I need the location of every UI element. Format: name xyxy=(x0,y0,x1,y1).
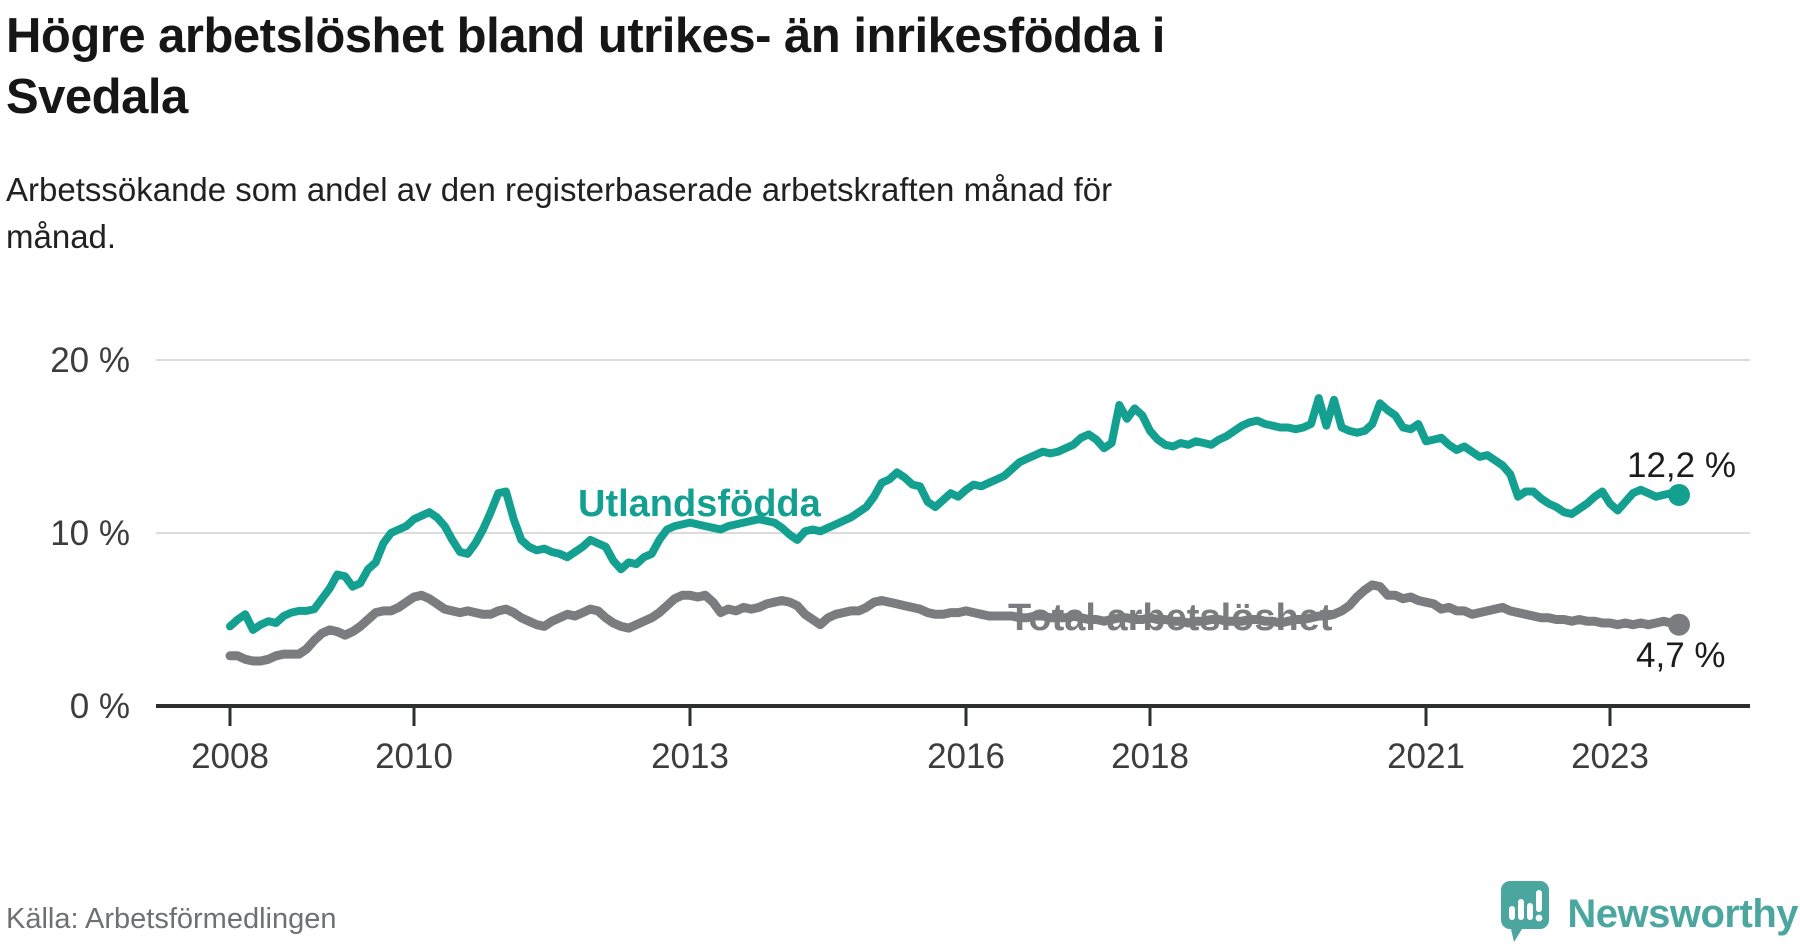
page-title: Högre arbetslöshet bland utrikes- än inr… xyxy=(6,6,1566,128)
chart-subtitle: Arbetssökande som andel av den registerb… xyxy=(6,166,1506,260)
title-line-1: Högre arbetslöshet bland utrikes- än inr… xyxy=(6,9,1165,63)
subtitle-line-2: månad. xyxy=(6,218,117,255)
x-tick-label-2021: 2021 xyxy=(1387,737,1465,776)
x-tick-label-2016: 2016 xyxy=(927,737,1005,776)
x-tick-label-2013: 2013 xyxy=(651,737,729,776)
bar-chart-glyph xyxy=(1509,890,1543,922)
x-tick-label-2008: 2008 xyxy=(191,737,269,776)
series-line-total xyxy=(225,580,1684,666)
series-line-utlandsfodda xyxy=(226,394,1683,634)
x-tick-label-2023: 2023 xyxy=(1571,737,1649,776)
series-label-total-arbetsloshet: Total arbetslöshet xyxy=(1008,597,1333,639)
brand-name: Newsworthy xyxy=(1567,891,1798,936)
subtitle-line-1: Arbetssökande som andel av den registerb… xyxy=(6,171,1113,208)
end-value-utlandsfodda: 12,2 % xyxy=(1627,446,1736,485)
x-tick-label-2018: 2018 xyxy=(1111,737,1189,776)
y-tick-label-20: 20 % xyxy=(50,341,130,380)
newsworthy-logo-icon xyxy=(1501,881,1550,942)
newsworthy-brand: Newsworthy xyxy=(1500,880,1798,948)
y-tick-label-0: 0 % xyxy=(70,687,130,726)
series-end-dot-utlandsfodda xyxy=(1668,483,1690,506)
y-tick-label-10: 10 % xyxy=(50,514,130,553)
source-note: Källa: Arbetsförmedlingen xyxy=(6,903,337,935)
x-tick-label-2010: 2010 xyxy=(375,737,453,776)
series-label-utlandsfodda: Utlandsfödda xyxy=(578,483,821,525)
speech-bubble-shape xyxy=(1501,881,1550,942)
series-end-dot-total xyxy=(1668,613,1690,636)
title-line-2: Svedala xyxy=(6,70,188,124)
end-value-total: 4,7 % xyxy=(1636,636,1726,675)
